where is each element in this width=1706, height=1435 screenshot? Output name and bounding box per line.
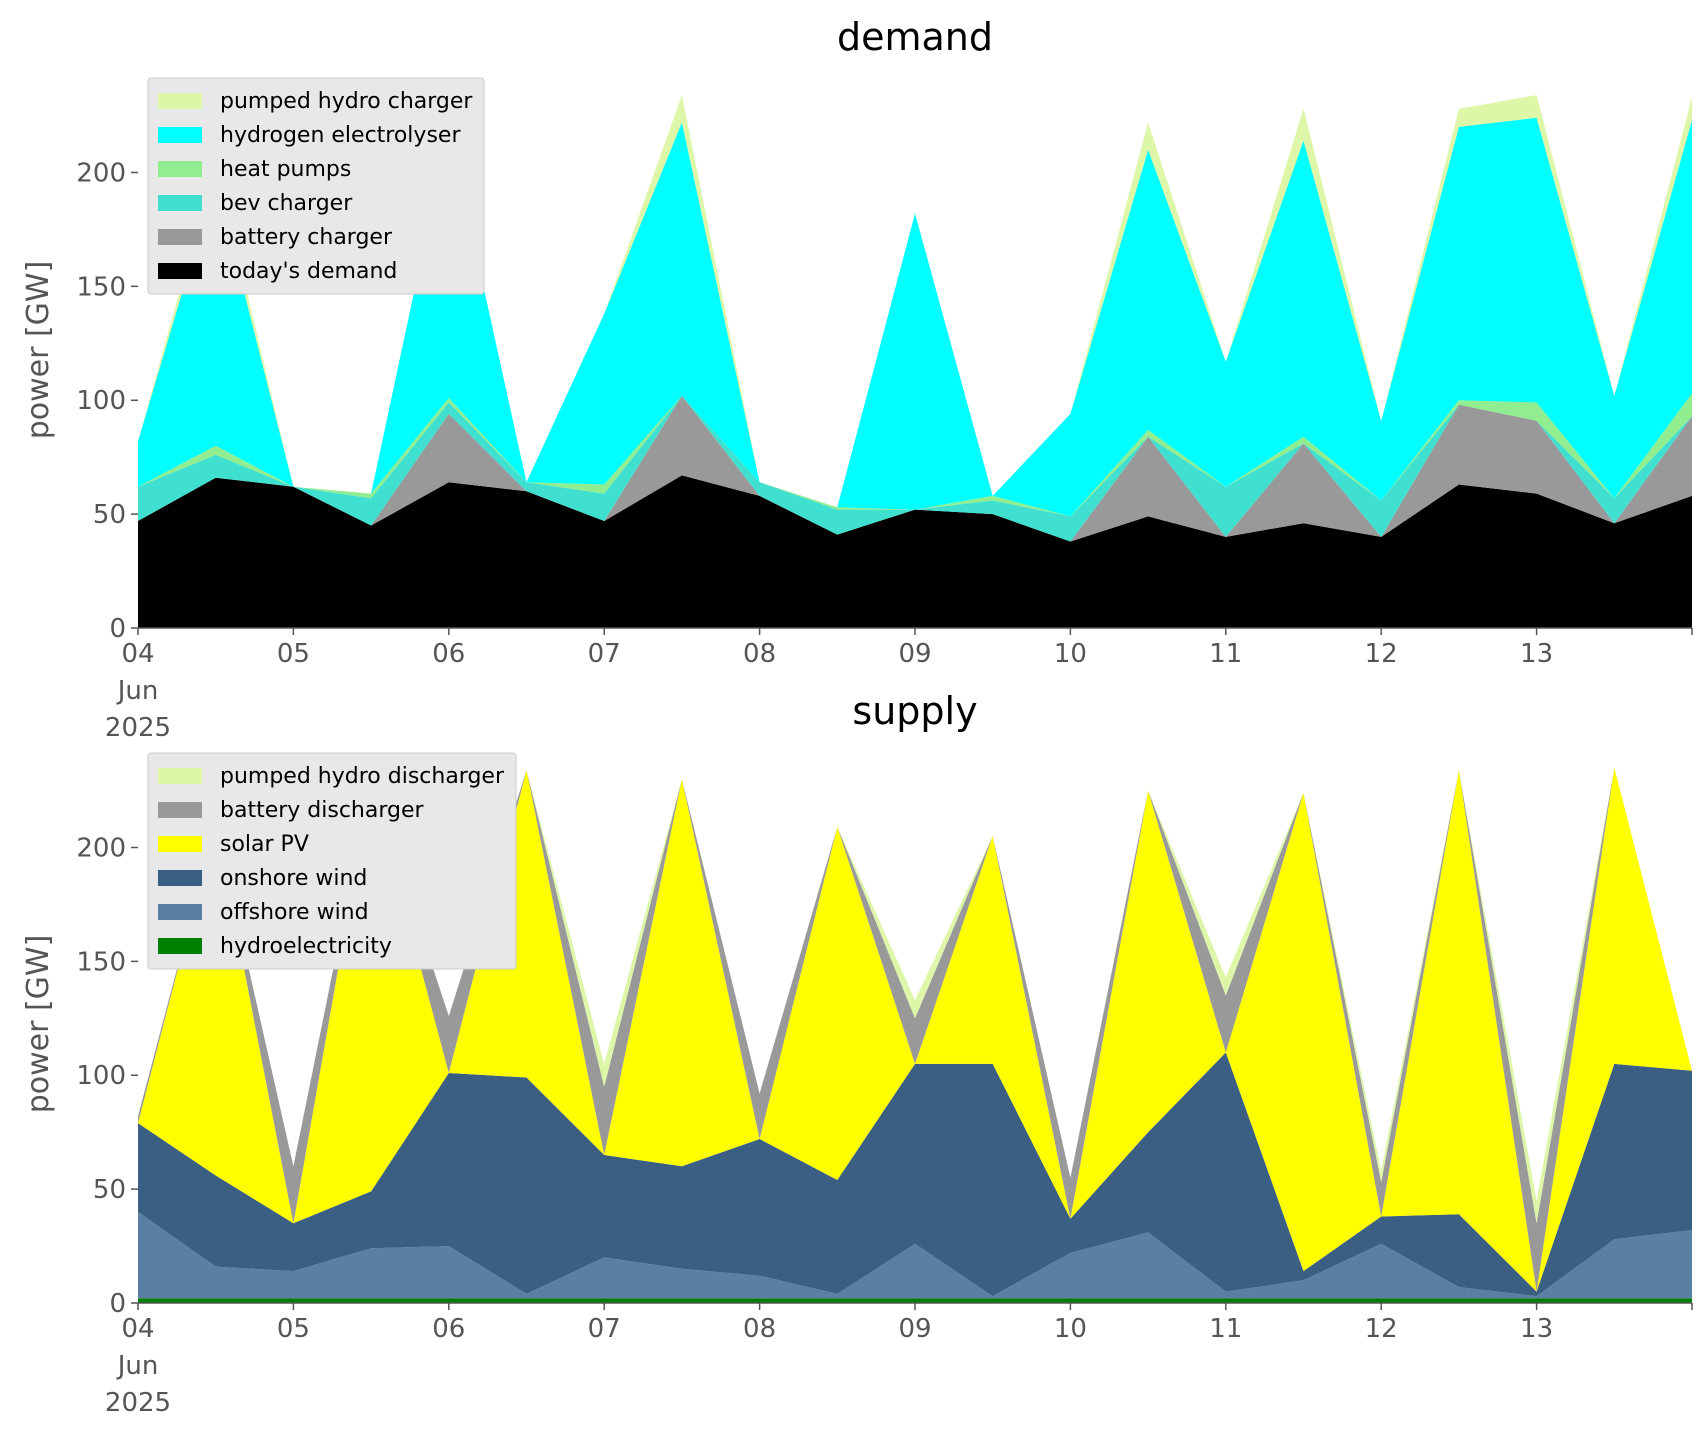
legend-swatch [158,768,202,784]
legend-label: hydroelectricity [220,934,392,959]
legend-label: onshore wind [220,866,367,891]
chart-title: supply [852,689,977,733]
x-tick-label: 10 [1054,1314,1087,1344]
area-series [138,1052,1692,1297]
legend-swatch [158,161,202,177]
area-series [138,1298,1692,1303]
area-series [138,767,1692,1292]
legend-label: heat pumps [220,157,351,182]
x-tick-label: 12 [1365,639,1398,669]
legend-swatch [158,870,202,886]
legend-label: pumped hydro discharger [220,764,505,789]
area-series [138,1211,1692,1299]
legend-swatch [158,195,202,211]
area-series-group [138,767,1692,1303]
area-series [138,475,1692,628]
legend: pumped hydro charger hydrogen electrolyse… [147,77,485,295]
x-tick-label: 07 [588,1314,621,1344]
y-tick-label: 0 [109,614,126,644]
chart-title: demand [837,15,993,59]
legend-swatch [158,904,202,920]
x-tick-label: 05 [277,639,310,669]
y-tick-label: 150 [76,272,126,302]
x-tick-label: 13 [1520,1314,1553,1344]
legend-swatch [158,938,202,954]
y-tick-label: 100 [76,386,126,416]
y-tick-label: 200 [76,158,126,188]
legend-swatch [158,93,202,109]
x-tick-label: 04 Jun 2025 [105,639,171,743]
area-series [138,393,1692,517]
legend-box [147,752,517,970]
y-tick-label: 50 [93,500,126,530]
legend-label: pumped hydro charger [220,89,473,114]
legend: pumped hydro discharger battery discharge… [147,752,517,970]
x-tick-label: 08 [743,1314,776,1344]
legend-label: battery charger [220,225,393,250]
y-axis-label: power [GW] [21,935,56,1114]
x-tick-label: 11 [1209,1314,1242,1344]
area-series [138,767,1692,1292]
y-tick-label: 0 [109,1289,126,1319]
legend-label: bev charger [220,191,353,216]
legend-swatch [158,229,202,245]
legend-label: today's demand [220,259,397,284]
x-tick-label: 09 [898,639,931,669]
axes-group: 0 50 100 150 200 04 Jun 2025 05 06 07 08 09 10 11 12 13 [76,833,1693,1418]
x-tick-label: 05 [277,1314,310,1344]
legend-label: solar PV [220,832,309,857]
legend-swatch [158,127,202,143]
y-tick-label: 200 [76,833,126,863]
y-tick-label: 50 [93,1175,126,1205]
x-tick-label: 04 Jun 2025 [105,1314,171,1418]
legend-swatch [158,802,202,818]
x-tick-label: 12 [1365,1314,1398,1344]
x-tick-label: 11 [1209,639,1242,669]
x-tick-label: 08 [743,639,776,669]
legend-label: battery discharger [220,798,425,823]
legend-swatch [158,836,202,852]
axes-group: 0 50 100 150 200 04 Jun 2025 05 06 07 08 09 10 11 12 13 [76,158,1693,743]
y-axis-label: power [GW] [21,261,56,440]
y-tick-label: 100 [76,1061,126,1091]
x-tick-label: 13 [1520,639,1553,669]
x-tick-label: 07 [588,639,621,669]
legend-label: hydrogen electrolyser [220,123,461,148]
legend-label: offshore wind [220,900,369,925]
area-series [138,117,1692,517]
area-series [138,395,1692,542]
y-tick-label: 150 [76,947,126,977]
legend-box [147,77,485,295]
x-tick-label: 10 [1054,639,1087,669]
x-tick-label: 06 [432,1314,465,1344]
area-series-group [138,95,1692,628]
legend-swatch [158,263,202,279]
x-tick-label: 06 [432,639,465,669]
x-tick-label: 09 [898,1314,931,1344]
